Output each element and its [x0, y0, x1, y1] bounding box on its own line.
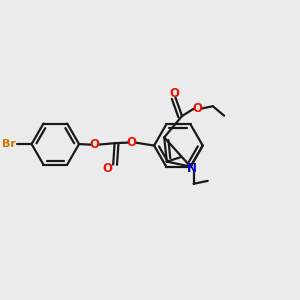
Text: Br: Br — [2, 139, 16, 149]
Text: O: O — [89, 138, 100, 151]
Text: O: O — [103, 162, 113, 175]
Text: O: O — [127, 136, 137, 149]
Text: N: N — [187, 162, 197, 175]
Text: O: O — [192, 102, 203, 115]
Text: O: O — [169, 87, 179, 100]
